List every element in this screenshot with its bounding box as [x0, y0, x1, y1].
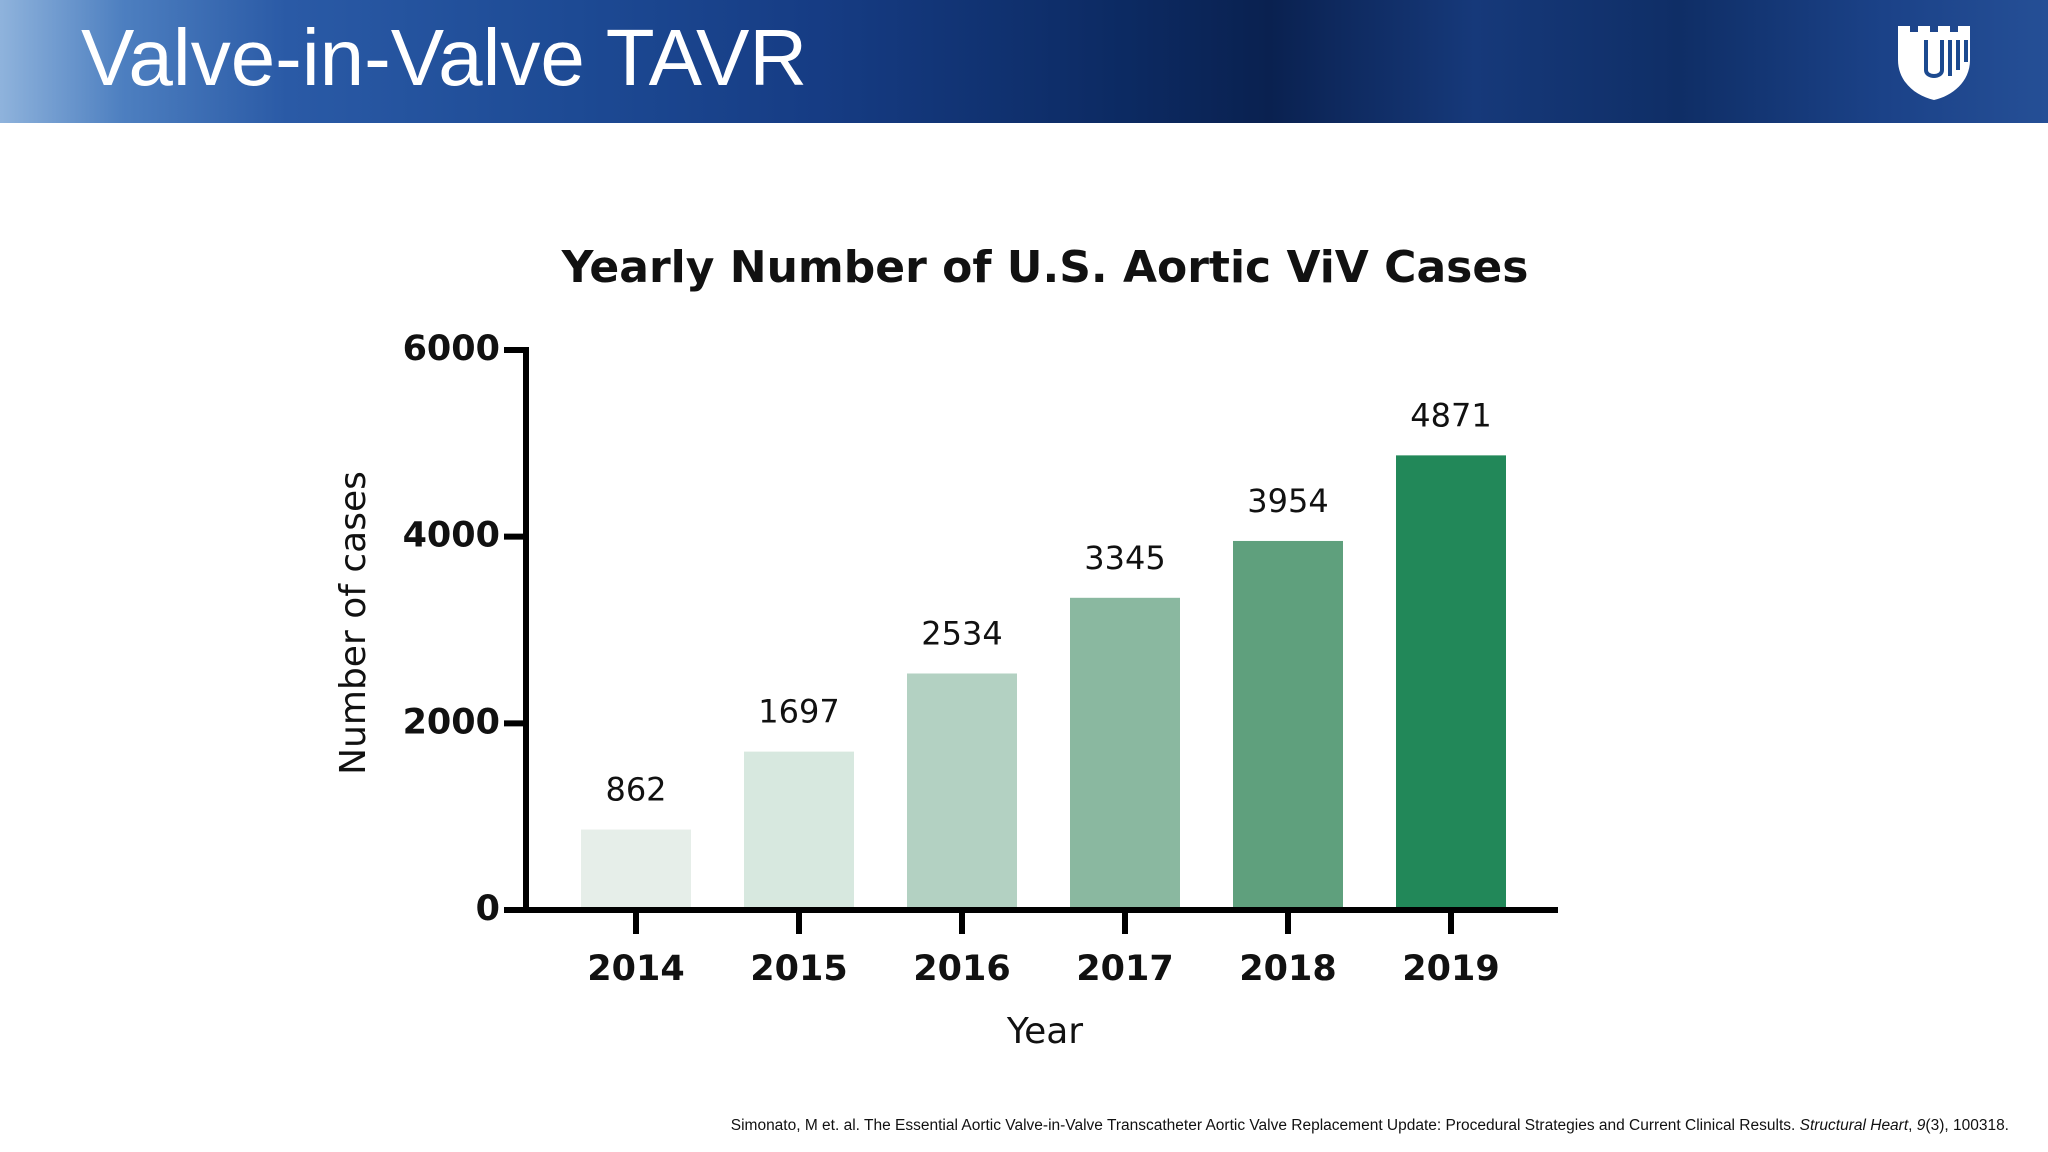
- x-axis-label: Year: [1006, 1011, 1083, 1052]
- bar: [1233, 540, 1343, 910]
- chart: Yearly Number of U.S. Aortic ViV Cases Nu…: [333, 242, 1558, 1052]
- citation-volume: 9: [1916, 1117, 1926, 1134]
- y-tick-label: 4000: [403, 516, 500, 556]
- y-tick-label: 0: [476, 889, 500, 929]
- citation-text: Simonato, M et. al. The Essential Aortic…: [730, 1117, 1800, 1134]
- value-label: 1697: [758, 693, 839, 731]
- x-tick-label: 2015: [750, 949, 847, 989]
- bar: [744, 751, 854, 910]
- bar: [1396, 455, 1506, 910]
- bar: [581, 829, 691, 910]
- slide-title: Valve-in-Valve TAVR: [81, 13, 808, 102]
- value-label: 2534: [921, 614, 1002, 652]
- bar: [1070, 597, 1180, 910]
- x-tick-label: 2016: [913, 949, 1010, 989]
- x-tick-label: 2014: [587, 949, 684, 989]
- x-tick-label: 2018: [1239, 949, 1336, 989]
- x-tick-label: 2017: [1076, 949, 1173, 989]
- value-label: 3954: [1247, 482, 1328, 520]
- value-label: 862: [605, 771, 666, 809]
- citation: Simonato, M et. al. The Essential Aortic…: [731, 1117, 2009, 1135]
- chart-title: Yearly Number of U.S. Aortic ViV Cases: [561, 242, 1529, 293]
- y-tick-label: 2000: [403, 702, 500, 742]
- y-axis-label: Number of cases: [333, 471, 374, 775]
- value-label: 3345: [1084, 539, 1165, 577]
- logo: [1898, 26, 1970, 100]
- citation-text: ,: [1908, 1117, 1917, 1134]
- header-bar: Valve-in-Valve TAVR: [0, 0, 2048, 123]
- citation-text: (3), 100318.: [1925, 1117, 2009, 1134]
- bar: [907, 673, 1017, 910]
- value-label: 4871: [1410, 396, 1491, 434]
- y-tick-label: 6000: [403, 329, 500, 369]
- citation-journal: Structural Heart: [1799, 1117, 1909, 1134]
- x-tick-label: 2019: [1402, 949, 1499, 989]
